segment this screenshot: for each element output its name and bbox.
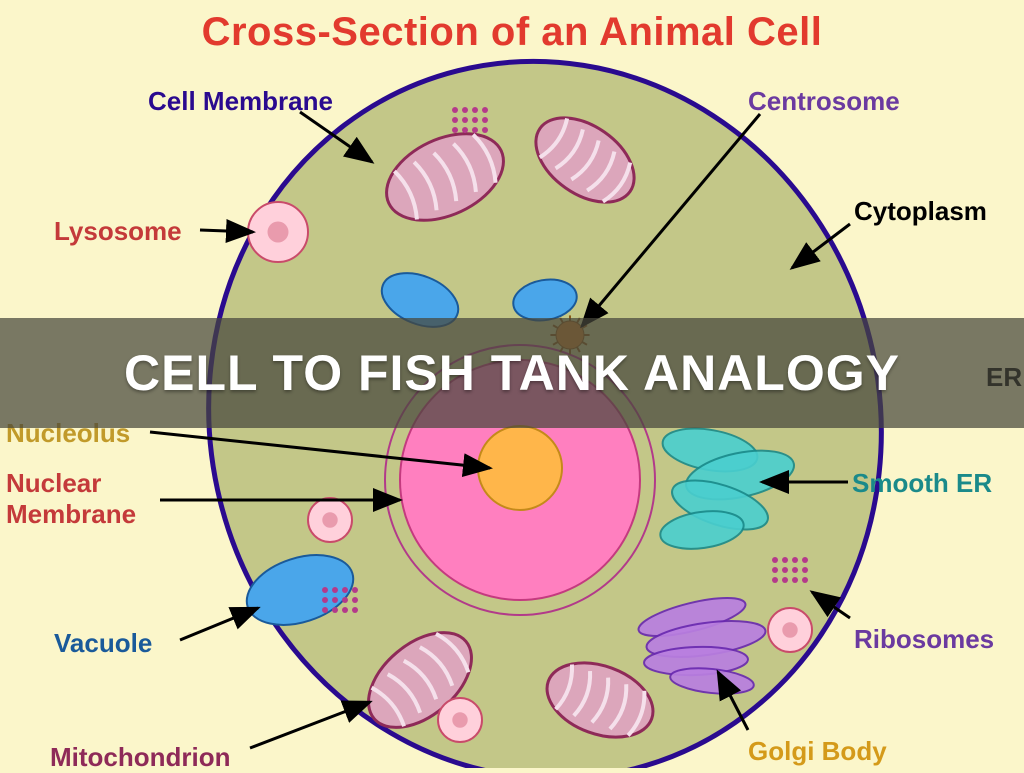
label-centrosome: Centrosome — [748, 86, 900, 117]
label-smooth_er: Smooth ER — [852, 468, 992, 499]
label-cell_membrane: Cell Membrane — [148, 86, 333, 117]
label-mitochondrion: Mitochondrion — [50, 742, 231, 773]
label-ribosomes: Ribosomes — [854, 624, 994, 655]
label-cytoplasm: Cytoplasm — [854, 196, 987, 227]
diagram-stage: Cross-Section of an Animal Cell Cell Mem… — [0, 0, 1024, 768]
overlay-title: CELL TO FISH TANK ANALOGY — [124, 344, 900, 402]
label-nuclear_membrane: Nuclear Membrane — [6, 468, 136, 530]
label-lysosome: Lysosome — [54, 216, 182, 247]
diagram-title: Cross-Section of an Animal Cell — [0, 10, 1024, 55]
label-golgi_body: Golgi Body — [748, 736, 887, 767]
overlay-band: CELL TO FISH TANK ANALOGY — [0, 318, 1024, 428]
label-vacuole: Vacuole — [54, 628, 152, 659]
